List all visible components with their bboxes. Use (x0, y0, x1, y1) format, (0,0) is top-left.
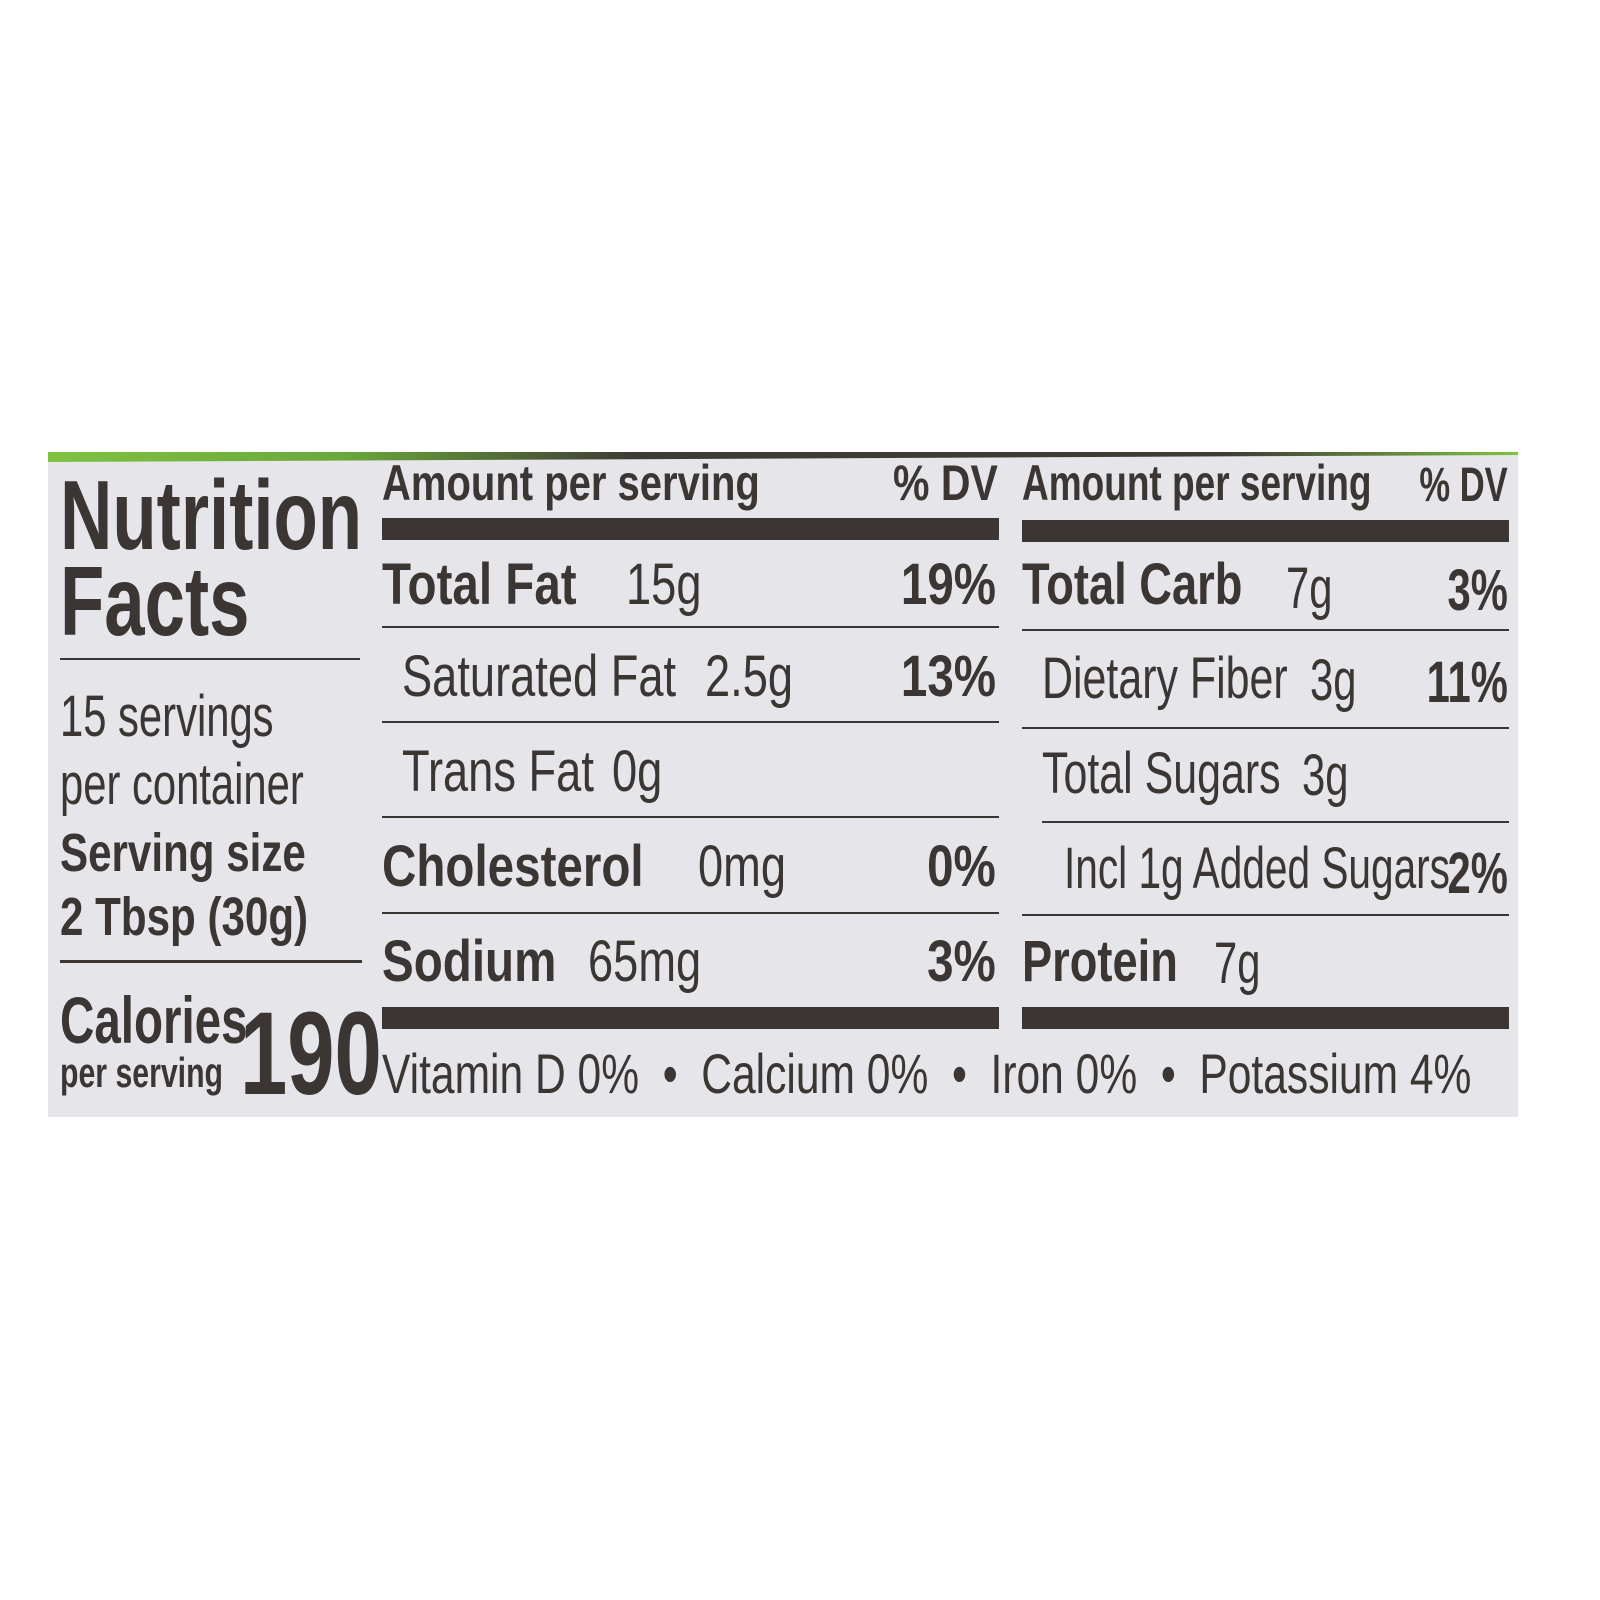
nutrient-amount: 3g (1302, 743, 1349, 808)
divider (382, 816, 999, 818)
serving-size-label: Serving size (60, 823, 306, 883)
calories-value: 190 (240, 988, 382, 1120)
nutrient-name: Dietary Fiber (1042, 646, 1288, 711)
nutrient-name: Trans Fat (402, 739, 594, 804)
dv-header: % DV (1419, 459, 1508, 512)
thick-bar (382, 1007, 999, 1029)
divider (382, 626, 999, 628)
divider (60, 658, 360, 660)
nutrient-dv: 2% (1447, 841, 1508, 906)
nutrient-dv: 3% (1447, 558, 1508, 623)
calories-per-serving: per serving (60, 1049, 224, 1096)
divider (1022, 629, 1509, 631)
nutrient-amount: 7g (1286, 556, 1333, 621)
vitamins-minerals-footer: Vitamin D 0% • Calcium 0% • Iron 0% • Po… (382, 1042, 1472, 1105)
nutrient-amount: 3g (1310, 648, 1357, 713)
divider (1042, 821, 1509, 823)
nutrient-amount: 0mg (698, 834, 787, 899)
nutrition-facts-label (48, 452, 1518, 1117)
nutrient-dv: 0% (927, 834, 996, 899)
divider (1022, 727, 1509, 729)
nutrient-amount: 2.5g (705, 644, 794, 709)
amount-per-serving-header: Amount per serving (382, 455, 760, 511)
nutrient-name: Incl 1g Added Sugars (1064, 836, 1450, 901)
title-nutrition: Nutrition (60, 460, 363, 570)
thick-bar (1022, 1007, 1509, 1029)
servings-per-container: 15 servings (60, 684, 274, 749)
title-facts: Facts (60, 546, 250, 656)
thick-bar (382, 518, 999, 540)
nutrient-name: Saturated Fat (402, 644, 677, 709)
nutrient-name: Total Sugars (1042, 741, 1281, 806)
calories-label: Calories (60, 983, 248, 1057)
divider (60, 960, 362, 963)
nutrient-dv: 11% (1426, 650, 1508, 715)
nutrient-name: Sodium (382, 929, 557, 994)
nutrient-amount: 65mg (588, 929, 702, 994)
nutrient-amount: 7g (1214, 931, 1261, 996)
nutrient-name: Total Fat (382, 552, 577, 617)
servings-per-container-2: per container (60, 752, 304, 817)
nutrient-amount: 0g (612, 739, 663, 804)
nutrient-dv: 3% (927, 929, 996, 994)
divider (1022, 914, 1509, 916)
nutrient-name: Protein (1022, 929, 1178, 994)
divider (382, 912, 999, 914)
thick-bar (1022, 520, 1509, 542)
nutrient-amount: 15g (626, 552, 702, 617)
nutrient-dv: 13% (900, 644, 996, 709)
serving-size-value: 2 Tbsp (30g) (60, 887, 309, 947)
dv-header: % DV (893, 455, 998, 511)
package-green-edge (48, 452, 1518, 462)
nutrient-name: Total Carb (1022, 552, 1243, 617)
divider (382, 721, 999, 723)
amount-per-serving-header: Amount per serving (1022, 455, 1372, 511)
nutrient-dv: 19% (900, 552, 996, 617)
nutrient-name: Cholesterol (382, 834, 644, 899)
